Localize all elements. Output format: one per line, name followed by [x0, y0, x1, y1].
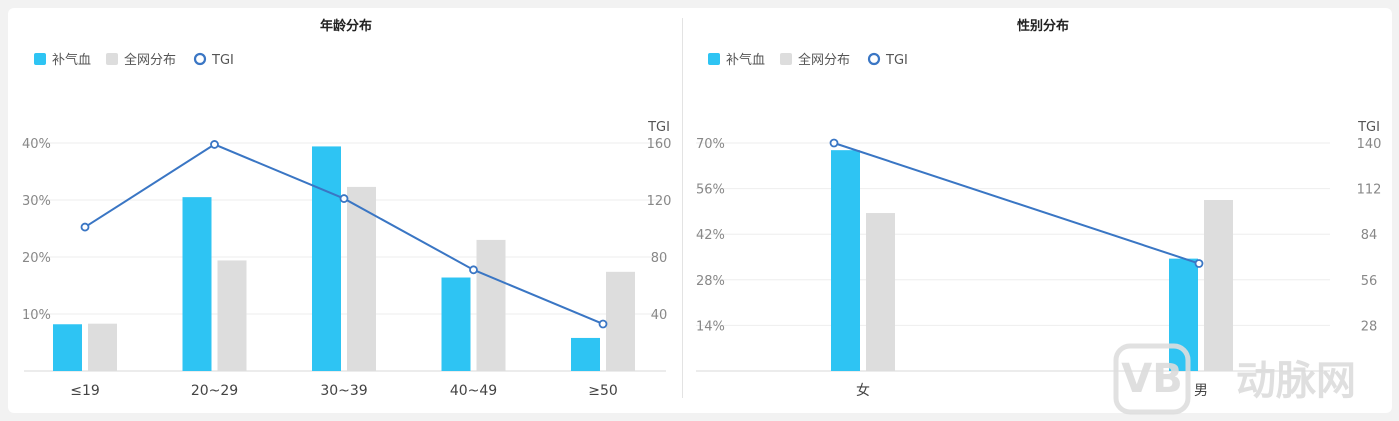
- bar-primary: [312, 146, 341, 371]
- bar-primary: [182, 197, 212, 371]
- y-tick-label: 10%: [22, 308, 51, 323]
- y-tick-label: 28%: [696, 274, 725, 289]
- tgi-point: [80, 222, 90, 232]
- bar-primary: [831, 150, 860, 371]
- y-tick-label: 20%: [22, 251, 51, 266]
- legend-label-primary: 补气血: [726, 52, 765, 68]
- legend-swatch-primary: [708, 53, 720, 65]
- bar-primary: [1169, 258, 1198, 371]
- y2-tick-label: 140: [1357, 137, 1382, 152]
- legend-swatch-secondary: [106, 53, 118, 65]
- legend-label-secondary: 全网分布: [798, 52, 850, 68]
- bar-secondary: [347, 186, 376, 371]
- bar-secondary: [476, 239, 506, 371]
- y2-tick-label: 80: [651, 251, 668, 266]
- tgi-point: [1194, 259, 1204, 268]
- bar-primary: [53, 324, 82, 371]
- chart-title: 性别分布: [1017, 18, 1069, 34]
- watermark: VB 动脉网: [1113, 343, 1356, 415]
- y2-tick-label: 84: [1361, 228, 1378, 243]
- y2-axis-title: TGI: [647, 120, 670, 135]
- y2-tick-label: 120: [647, 194, 672, 209]
- x-category-label: ≤19: [70, 383, 100, 399]
- y2-tick-label: 40: [651, 308, 668, 323]
- chart-title: 年龄分布: [320, 18, 372, 34]
- x-category-label: 30~39: [320, 383, 367, 399]
- chart-legend: 补气血 全网分布 TGI: [708, 52, 908, 68]
- y2-axis-title: TGI: [1357, 120, 1380, 135]
- x-category-label: ≥50: [588, 383, 618, 399]
- tgi-line: [833, 142, 1200, 265]
- legend-label-tgi: TGI: [885, 53, 908, 68]
- bar-secondary: [866, 213, 895, 371]
- legend-marker-tgi: [867, 52, 881, 66]
- chart-legend: 补气血 全网分布 TGI: [34, 52, 234, 68]
- watermark-logo-text: VB: [1121, 356, 1182, 402]
- tgi-point: [210, 140, 219, 149]
- y2-tick-label: 56: [1361, 274, 1378, 289]
- y-tick-label: 70%: [696, 137, 725, 152]
- tgi-point: [829, 138, 839, 148]
- y-tick-label: 56%: [696, 183, 725, 198]
- y-tick-label: 40%: [22, 137, 51, 152]
- panel-divider: [682, 18, 683, 398]
- y-tick-label: 42%: [696, 228, 725, 243]
- y-tick-label: 30%: [22, 194, 51, 209]
- legend-marker-tgi: [193, 52, 207, 66]
- x-category-label: 20~29: [191, 383, 238, 399]
- tgi-point: [339, 194, 349, 203]
- tgi-point: [598, 319, 608, 329]
- bar-secondary: [1204, 200, 1233, 371]
- watermark-brand-text: 动脉网: [1236, 358, 1356, 404]
- y-tick-label: 14%: [696, 319, 725, 334]
- tgi-line: [84, 143, 604, 325]
- y2-tick-label: 28: [1361, 319, 1378, 334]
- y2-tick-label: 160: [647, 137, 672, 152]
- bar-primary: [441, 277, 471, 371]
- watermark-logo-frame: [1113, 343, 1191, 415]
- legend-label-secondary: 全网分布: [124, 52, 176, 68]
- x-category-label: 40~49: [450, 383, 497, 399]
- bar-primary: [571, 337, 600, 371]
- legend-swatch-secondary: [780, 53, 792, 65]
- legend-swatch-primary: [34, 53, 46, 65]
- x-category-label: 男: [1194, 383, 1208, 399]
- tgi-point: [469, 265, 478, 275]
- legend-label-primary: 补气血: [52, 52, 91, 68]
- age-distribution-panel: [8, 8, 682, 413]
- legend-label-tgi: TGI: [211, 53, 234, 68]
- bar-secondary: [217, 260, 247, 371]
- bar-secondary: [88, 323, 117, 371]
- x-category-label: 女: [856, 382, 870, 399]
- y2-tick-label: 112: [1357, 183, 1382, 198]
- bar-secondary: [606, 271, 635, 371]
